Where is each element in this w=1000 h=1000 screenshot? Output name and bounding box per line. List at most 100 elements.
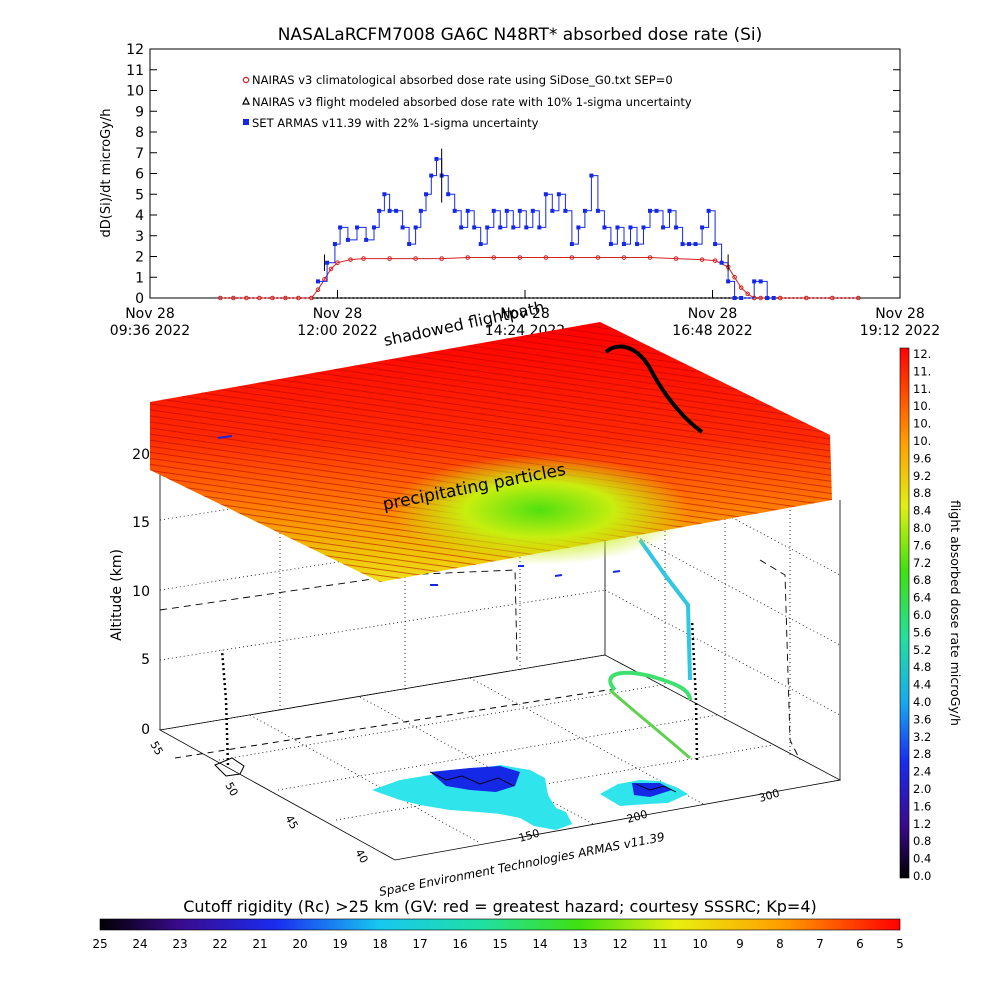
series-set-armas-point — [713, 242, 718, 247]
series-set-armas-point — [498, 225, 503, 230]
dose-sheet-low-spot — [390, 455, 690, 565]
series-set-armas-point — [576, 225, 581, 230]
y-tick-label: 10 — [126, 84, 144, 100]
series-set-armas-point — [771, 296, 776, 300]
series-set-armas-point — [661, 225, 666, 230]
series-set-armas-point — [758, 279, 763, 284]
rigidity-colorbar-tick-label: 9 — [736, 937, 744, 951]
rigidity-colorbar-tick-label: 5 — [896, 937, 904, 951]
rigidity-colorbar-tick-label: 14 — [532, 937, 547, 951]
series-nairas-climatological-point — [829, 295, 835, 301]
series-nairas-climatological-point — [257, 295, 262, 301]
rigidity-colorbar-tick-label: 15 — [492, 937, 507, 951]
series-nairas-climatological-point — [621, 255, 627, 260]
series-nairas-climatological-point — [803, 295, 809, 301]
series-set-armas-point — [446, 192, 451, 197]
ground-track — [174, 670, 692, 777]
climb-profile — [220, 649, 230, 766]
series-set-armas-point — [478, 242, 483, 247]
ground-map — [372, 765, 688, 830]
y-tick-label: 12 — [126, 42, 144, 58]
series-nairas-climatological-point — [348, 257, 353, 262]
series-set-armas-point — [530, 208, 535, 213]
lat-tick-label: 55 — [147, 739, 165, 758]
series-set-armas-point — [589, 173, 594, 178]
series-set-armas-point — [700, 225, 705, 230]
dose-colorbar-tick-label: 5.6 — [913, 625, 931, 639]
lat-tick-label: 50 — [222, 780, 240, 799]
legend-label: NAIRAS v3 flight modeled absorbed dose r… — [252, 95, 692, 109]
series-set-armas-point — [459, 225, 464, 230]
y-tick-label: 4 — [135, 208, 144, 224]
y-tick-label: 9 — [135, 104, 144, 120]
altitude-3d-scene: shadowed flightpath precipitating partic… — [109, 297, 842, 899]
series-set-armas-point — [739, 296, 744, 300]
figure-title: NASALaRCFM7008 GA6C N48RT* absorbed dose… — [278, 25, 763, 45]
series-set-armas-point — [674, 225, 679, 230]
y-tick-label: 8 — [135, 125, 144, 141]
series-nairas-climatological-point — [270, 295, 275, 301]
dose-colorbar-tick-label: 1.2 — [913, 817, 931, 831]
series-set-armas-point — [608, 242, 613, 247]
rigidity-colorbar-tick-label: 11 — [652, 937, 667, 951]
dose-colorbar-tick-label: 0.0 — [913, 869, 931, 883]
x-tick-label-date: Nov 28 — [313, 306, 363, 322]
ground-coverage-blue — [430, 766, 520, 792]
series-set-armas-point — [338, 225, 343, 230]
y-tick-label: 7 — [135, 146, 144, 162]
series-nairas-climatological-point — [309, 295, 314, 301]
series-set-armas-point — [517, 208, 522, 213]
sheet-edge-marks — [217, 435, 621, 586]
dose-colorbar-tick-label: 4.8 — [913, 660, 931, 674]
series-nairas-climatological-point — [543, 255, 549, 260]
series-nairas-climatological-point — [315, 287, 321, 293]
series-nairas-climatological-point — [673, 256, 679, 261]
dose-colorbar-tick-label: 9.6 — [913, 451, 931, 465]
dose-colorbar-tick-label: 10. — [913, 417, 931, 431]
rigidity-colorbar-tick-label: 19 — [332, 937, 347, 951]
series-nairas-climatological-point — [777, 295, 783, 301]
series-nairas-climatological-point — [758, 295, 763, 301]
floor-back-edge — [159, 654, 606, 731]
dose-colorbar-tick-label: 6.0 — [913, 608, 931, 622]
rigidity-colorbar-tick-label: 23 — [172, 937, 187, 951]
legend: NAIRAS v3 climatological absorbed dose r… — [242, 73, 692, 130]
series-set-armas-point — [407, 242, 412, 247]
dose-colorbar-tick-label: 11. — [913, 364, 931, 378]
series-nairas-climatological-point — [231, 295, 236, 301]
series-set-armas-point — [485, 225, 490, 230]
profile-verticals — [159, 538, 801, 766]
descent-profile — [690, 619, 699, 761]
series-set-armas-point — [434, 156, 439, 161]
series-set-armas-point — [667, 208, 672, 213]
series-set-armas-point — [752, 279, 757, 284]
dose-colorbar-tick-label: 7.2 — [913, 556, 931, 570]
ground-flight-arc — [608, 670, 692, 701]
dose-colorbar-label: flight absorbed dose rate microGy/h — [948, 500, 963, 726]
floor-grid — [158, 654, 842, 861]
series-set-armas-point — [732, 296, 737, 300]
x-tick-label-time: 12:00 2022 — [297, 323, 377, 339]
lon-tick-label: 200 — [625, 808, 649, 826]
legend-marker-triangle — [242, 96, 250, 105]
x-tick-label-date: Nov 28 — [500, 306, 550, 322]
dose-colorbar-bar — [899, 347, 910, 879]
series-set-armas-point — [332, 242, 337, 247]
series-set-armas-point — [693, 242, 698, 247]
z-axis-ticks: 0 5 10 15 20 — [132, 447, 150, 738]
altitude-trace-back — [159, 569, 518, 661]
dose-colorbar-ticks: 12. 11. 11. 10. 10. 10. 9.6 9.2 8.8 8.4 8.0 7.6 7.2 6… — [913, 347, 931, 883]
series-set-armas-point — [364, 237, 369, 242]
series-nairas-climatological-point — [283, 295, 288, 301]
rigidity-colorbar-tick-label: 24 — [132, 937, 147, 951]
series-set-armas-point — [355, 225, 360, 230]
series-nairas-climatological-point — [647, 255, 653, 260]
dose-colorbar: 12. 11. 11. 10. 10. 10. 9.6 9.2 8.8 8.4 8.0 7.6 7.2 6… — [899, 347, 963, 883]
dose-colorbar-tick-label: 11. — [913, 382, 931, 396]
series-set-armas-point — [595, 208, 600, 213]
y-tick-label: 2 — [135, 250, 144, 266]
rigidity-colorbar-bar — [99, 918, 901, 931]
